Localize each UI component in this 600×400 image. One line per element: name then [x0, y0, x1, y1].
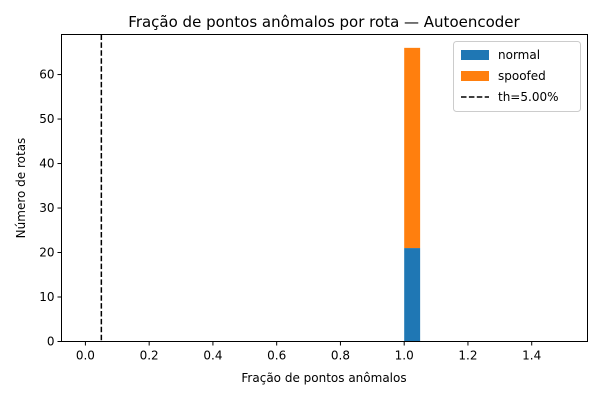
y-tick-label: 20 — [39, 246, 54, 260]
legend-label: normal — [498, 48, 540, 62]
legend-swatch-spoofed — [461, 71, 489, 81]
x-tick-label: 0.4 — [203, 349, 222, 363]
y-tick-label: 60 — [39, 68, 54, 82]
legend-label: spoofed — [498, 69, 546, 83]
x-tick-label: 0.2 — [140, 349, 159, 363]
y-axis-ticks: 0 10 20 30 40 50 60 — [39, 68, 62, 349]
x-tick-label: 1.2 — [458, 349, 477, 363]
x-axis-ticks: 0.0 0.2 0.4 0.6 0.8 1.0 1.2 1.4 — [76, 341, 541, 363]
legend-swatch-normal — [461, 50, 489, 60]
y-tick-label: 10 — [39, 290, 54, 304]
y-tick-label: 0 — [47, 335, 55, 349]
bar-spoofed-0 — [404, 47, 421, 249]
bars-group — [404, 47, 421, 342]
y-axis-label: Número de rotas — [14, 138, 28, 239]
x-tick-label: 0.0 — [76, 349, 95, 363]
plot-frame — [61, 34, 588, 342]
x-tick-label: 1.0 — [395, 349, 414, 363]
y-tick-label: 30 — [39, 201, 54, 215]
x-tick-label: 0.6 — [267, 349, 286, 363]
y-tick-label: 40 — [39, 157, 54, 171]
x-axis-label: Fração de pontos anômalos — [241, 371, 406, 385]
y-tick-label: 50 — [39, 112, 54, 126]
legend: normal spoofed th=5.00% — [453, 41, 581, 112]
x-tick-label: 1.4 — [522, 349, 541, 363]
legend-label: th=5.00% — [498, 90, 559, 104]
bar-normal-0 — [404, 248, 421, 342]
x-tick-label: 0.8 — [331, 349, 350, 363]
chart-title: Fração de pontos anômalos por rota — Aut… — [128, 13, 520, 31]
